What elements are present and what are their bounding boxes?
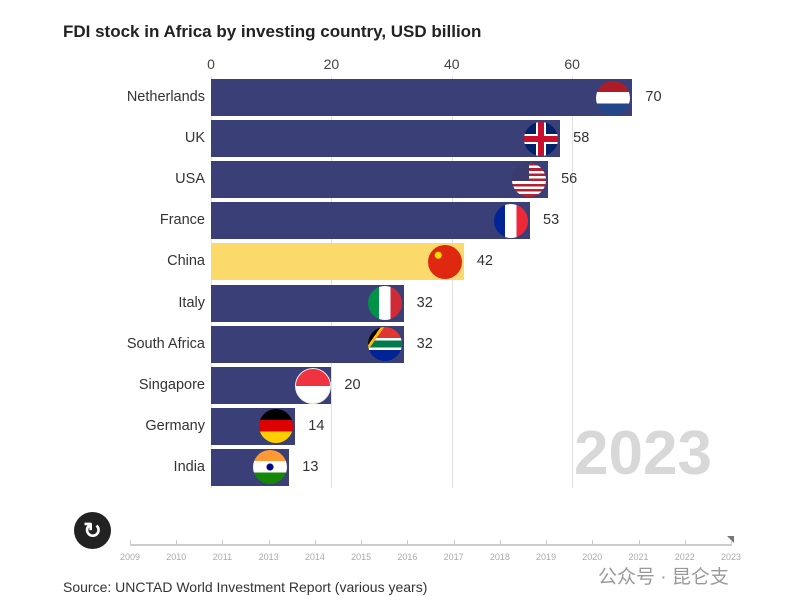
timeline-tick xyxy=(684,540,686,546)
value-label: 32 xyxy=(416,335,433,352)
timeline-year-label[interactable]: 2016 xyxy=(397,552,418,562)
timeline-tick xyxy=(731,540,732,546)
x-tick-label: 0 xyxy=(207,56,215,72)
gridline xyxy=(331,76,333,488)
timeline-year-label[interactable]: 2021 xyxy=(628,552,649,562)
timeline-year-label[interactable]: 2019 xyxy=(536,552,557,562)
bar-usa xyxy=(211,161,549,199)
category-label: India xyxy=(173,458,205,475)
germany-flag xyxy=(259,409,294,444)
italy-flag xyxy=(367,286,402,320)
netherlands-flag xyxy=(596,80,631,115)
timeline-year-label[interactable]: 2015 xyxy=(351,552,372,562)
year-label: 2023 xyxy=(574,419,712,488)
value-label: 42 xyxy=(476,253,493,270)
timeline-year-label[interactable]: 2011 xyxy=(212,552,233,562)
timeline-tick xyxy=(314,540,316,546)
category-label: Germany xyxy=(145,417,205,434)
timeline-tick xyxy=(453,540,455,546)
category-label: South Africa xyxy=(126,335,205,352)
timeline-tick xyxy=(407,540,409,546)
timeline-tick xyxy=(361,540,363,546)
timeline-tick xyxy=(222,540,224,546)
timeline-year-label[interactable]: 2010 xyxy=(166,552,187,562)
timeline-tick xyxy=(130,540,131,546)
india-flag xyxy=(253,450,288,485)
france-flag xyxy=(494,203,529,238)
timeline-tick xyxy=(546,540,548,546)
value-label: 14 xyxy=(308,417,325,434)
timeline-year-label[interactable]: 2023 xyxy=(720,552,742,562)
category-label: Netherlands xyxy=(126,89,205,105)
timeline-year-label[interactable]: 2014 xyxy=(304,552,325,562)
bar-france xyxy=(211,202,531,240)
timeline-tick xyxy=(499,540,501,546)
category-label: UK xyxy=(184,130,205,147)
south-africa-flag xyxy=(367,327,402,362)
timeline-tick xyxy=(176,540,178,546)
category-label: France xyxy=(159,212,205,229)
uk-flag xyxy=(524,121,559,156)
value-label: 56 xyxy=(561,171,578,188)
x-tick-label: 60 xyxy=(564,56,580,72)
category-label: Italy xyxy=(178,294,205,311)
value-label: 58 xyxy=(573,130,590,147)
bar-netherlands xyxy=(211,79,633,116)
timeline-year-label[interactable]: 2017 xyxy=(443,552,464,562)
timeline-tick xyxy=(638,540,640,546)
usa-flag xyxy=(512,162,547,197)
timeline-tick xyxy=(592,540,594,546)
category-label: China xyxy=(167,253,205,270)
bar-china xyxy=(211,243,464,281)
timeline-tick xyxy=(268,540,270,546)
timeline-year-label[interactable]: 2013 xyxy=(258,552,279,562)
watermark: 公众号 · 昆仑支 xyxy=(598,567,729,588)
category-label: Singapore xyxy=(138,376,205,393)
gridline xyxy=(572,76,574,488)
timeline-year-label[interactable]: 2018 xyxy=(489,552,510,562)
timeline-year-label[interactable]: 2009 xyxy=(119,552,141,562)
category-label: USA xyxy=(175,171,205,188)
value-label: 53 xyxy=(543,212,560,229)
replay-icon[interactable]: ↻ xyxy=(74,512,111,549)
timeline-handle[interactable] xyxy=(727,536,734,543)
timeline-year-label[interactable]: 2022 xyxy=(674,552,695,562)
chart-title: FDI stock in Africa by investing country… xyxy=(63,22,482,41)
value-label: 70 xyxy=(645,89,662,105)
value-label: 32 xyxy=(416,294,433,311)
value-label: 20 xyxy=(344,376,361,393)
x-tick-label: 20 xyxy=(323,56,340,72)
singapore-flag xyxy=(295,368,332,405)
timeline-track[interactable] xyxy=(130,544,731,546)
gridline xyxy=(211,76,212,488)
x-tick-label: 40 xyxy=(444,56,460,72)
gridline xyxy=(451,76,453,488)
timeline-year-label[interactable]: 2020 xyxy=(582,552,603,562)
source-note: Source: UNCTAD World Investment Report (… xyxy=(63,579,428,595)
china-flag xyxy=(427,244,462,279)
bar-uk xyxy=(211,120,561,158)
value-label: 13 xyxy=(302,458,319,475)
